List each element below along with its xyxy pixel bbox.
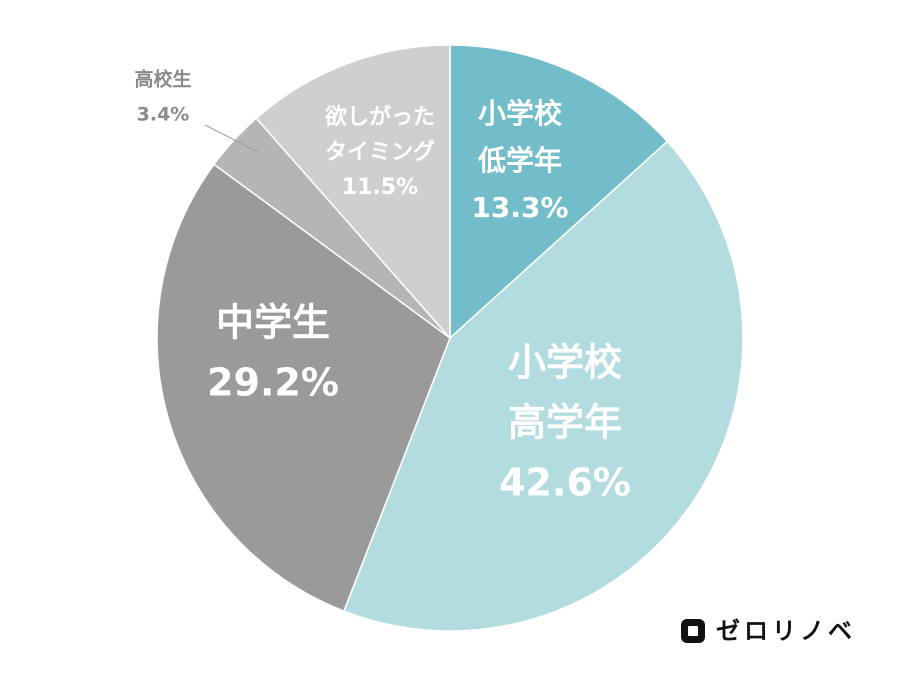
slice-label: 低学年 (477, 144, 562, 177)
value-label: 13.3% (471, 191, 568, 224)
pie-slice (255, 44, 451, 340)
logo-text: ゼロリノベ (716, 617, 856, 645)
slice-label: 高校生 (134, 68, 191, 91)
value-label: 11.5% (342, 175, 418, 200)
pie (156, 44, 744, 632)
value-label: 29.2% (207, 361, 339, 405)
logo-icon-inner (688, 626, 698, 636)
leader-line (204, 124, 259, 153)
pie-slice (156, 163, 451, 613)
logo: ゼロリノベ (681, 617, 856, 645)
slice-label: 小学校 (478, 97, 563, 130)
value-label: 42.6% (499, 461, 631, 505)
slice-label: 小学校 (508, 341, 622, 385)
slice-label: 高学年 (508, 401, 622, 445)
slice-label: タイミング (325, 139, 435, 165)
value-label: 3.4% (137, 104, 190, 126)
slice-label: 中学生 (216, 301, 330, 345)
pie-slice (449, 44, 669, 340)
slice-label: 欲しがった (324, 104, 435, 130)
pie-slice (342, 140, 744, 632)
